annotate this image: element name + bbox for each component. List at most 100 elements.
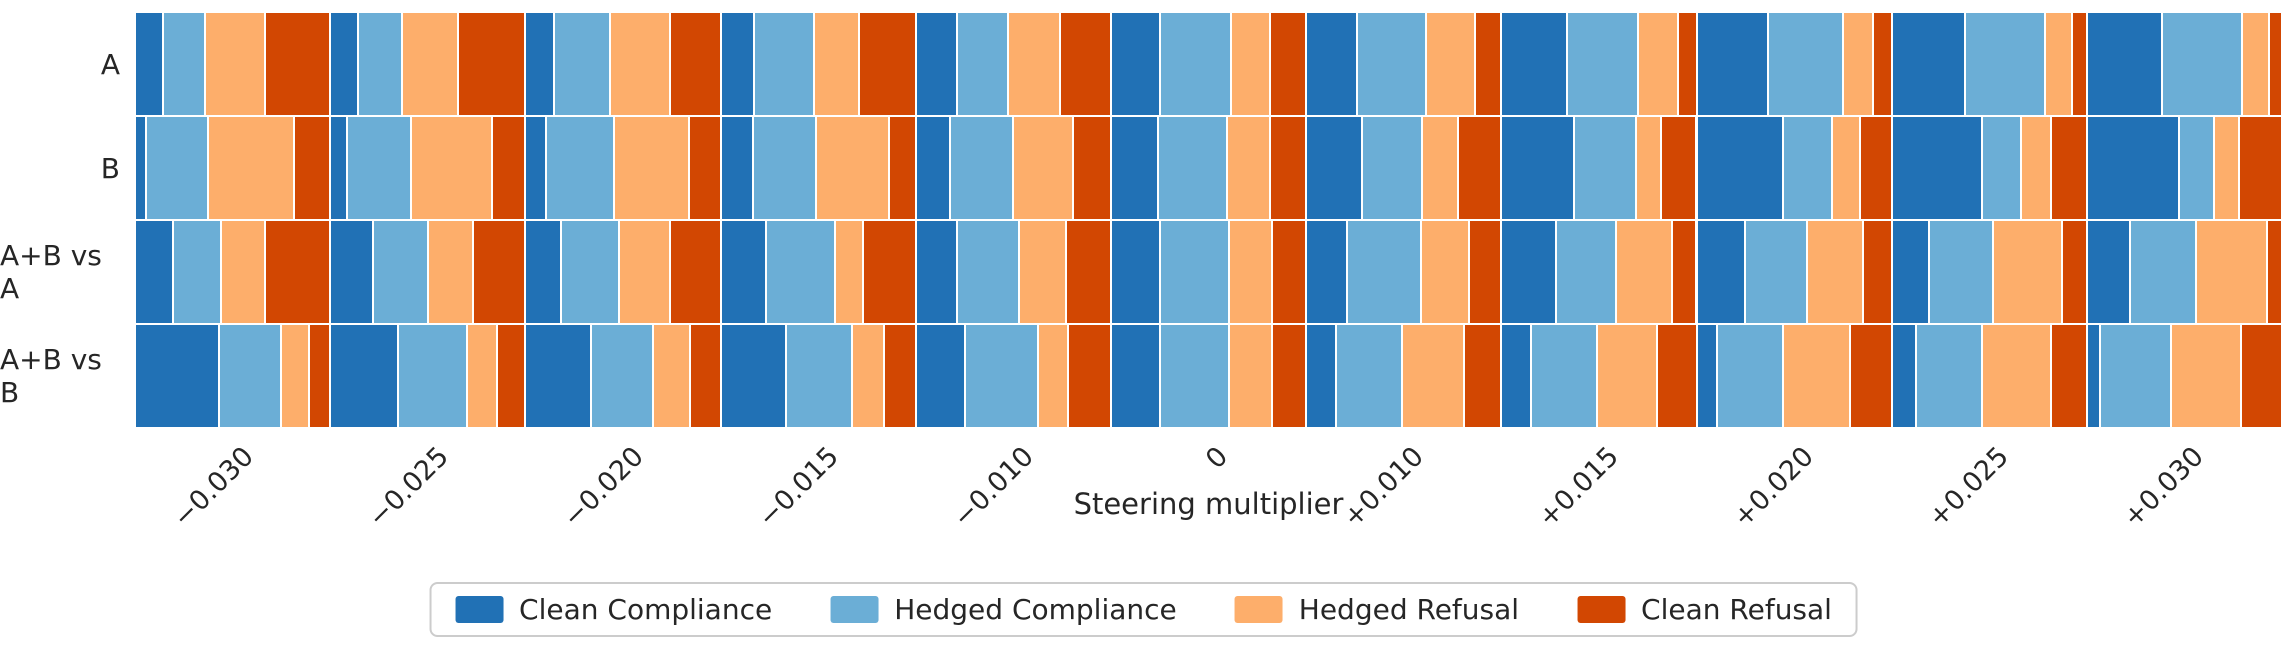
segment-hedged-refusal	[620, 221, 669, 323]
segment-hedged-compliance	[1930, 221, 1993, 323]
segment-clean-refusal	[1068, 325, 1110, 427]
segment-clean-refusal	[890, 117, 915, 219]
segment-clean-compliance	[1307, 221, 1347, 323]
mosaic-cell-a-b-vs-a--0-030	[136, 221, 330, 323]
segment-hedged-compliance	[547, 117, 613, 219]
segment-clean-refusal	[689, 117, 720, 219]
mosaic-cell-a-b-vs-b--0-010	[1307, 325, 1501, 427]
mosaic-cell-a-b-vs-b--0-030	[136, 325, 330, 427]
segment-hedged-refusal	[1637, 117, 1660, 219]
segment-clean-refusal	[1271, 117, 1306, 219]
segment-clean-compliance	[721, 221, 765, 323]
mosaic-row-a-b-vs-a	[136, 221, 2282, 323]
legend-swatch-hedged-compliance	[830, 596, 879, 623]
mosaic-cell-a-b-vs-b--0-015	[1502, 325, 1696, 427]
segment-hedged-compliance	[1532, 325, 1597, 427]
segment-hedged-refusal	[653, 325, 690, 427]
mosaic-cell-a--0-020	[1697, 13, 1891, 115]
segment-clean-refusal	[2052, 117, 2086, 219]
segment-hedged-compliance	[1783, 117, 1831, 219]
mosaic-cell-b--0-030	[136, 117, 330, 219]
segment-hedged-refusal	[209, 117, 294, 219]
segment-clean-refusal	[492, 117, 525, 219]
legend-swatch-hedged-refusal	[1234, 596, 1283, 623]
segment-clean-compliance	[721, 13, 754, 115]
segment-clean-compliance	[1502, 221, 1555, 323]
segment-hedged-compliance	[1160, 13, 1230, 115]
segment-hedged-refusal	[2046, 13, 2071, 115]
segment-clean-compliance	[1502, 117, 1574, 219]
segment-hedged-refusal	[2172, 325, 2240, 427]
segment-hedged-compliance	[1718, 325, 1782, 427]
segment-clean-compliance	[1502, 13, 1566, 115]
mosaic-cell-a-b-vs-a--0-010	[1307, 221, 1501, 323]
segment-hedged-refusal	[1228, 117, 1270, 219]
segment-hedged-compliance	[164, 13, 204, 115]
mosaic-cell-a-b-vs-b--0-010	[916, 325, 1110, 427]
mosaic-cell-b--0-015	[1502, 117, 1696, 219]
segment-clean-refusal	[310, 325, 330, 427]
segment-clean-compliance	[1697, 325, 1717, 427]
segment-hedged-compliance	[1556, 221, 1615, 323]
segment-clean-compliance	[1111, 117, 1157, 219]
segment-hedged-compliance	[1965, 13, 2045, 115]
mosaic-cell-a--0-030	[136, 13, 330, 115]
segment-clean-compliance	[1697, 221, 1745, 323]
legend-label: Clean Refusal	[1641, 593, 1832, 626]
segment-clean-compliance	[331, 325, 397, 427]
segment-hedged-compliance	[753, 117, 816, 219]
segment-clean-compliance	[136, 117, 146, 219]
mosaic-cell-a--0-010	[1307, 13, 1501, 115]
segment-hedged-refusal	[1994, 221, 2062, 323]
segment-clean-compliance	[2087, 117, 2178, 219]
segment-clean-compliance	[1111, 221, 1159, 323]
segment-clean-refusal	[1273, 221, 1306, 323]
mosaic-cell-a-b-vs-b--0-015	[721, 325, 915, 427]
mosaic-cell-b--0-025	[331, 117, 525, 219]
segment-clean-compliance	[1892, 13, 1964, 115]
mosaic-cell-a-b-vs-a-0	[1111, 221, 1306, 323]
segment-hedged-compliance	[359, 13, 401, 115]
segment-hedged-compliance	[147, 117, 208, 219]
segment-clean-refusal	[1271, 13, 1306, 115]
segment-hedged-compliance	[1567, 13, 1638, 115]
segment-clean-refusal	[498, 325, 525, 427]
segment-hedged-compliance	[2162, 13, 2242, 115]
segment-hedged-compliance	[2131, 221, 2195, 323]
segment-clean-refusal	[458, 13, 525, 115]
segment-clean-compliance	[916, 13, 957, 115]
segment-hedged-compliance	[220, 325, 281, 427]
segment-hedged-compliance	[1337, 325, 1401, 427]
segment-hedged-refusal	[1008, 13, 1060, 115]
segment-hedged-compliance	[374, 221, 427, 323]
segment-clean-compliance	[1892, 221, 1929, 323]
legend-label: Clean Compliance	[519, 593, 773, 626]
mosaic-row-a	[136, 13, 2282, 115]
segment-hedged-compliance	[1575, 117, 1636, 219]
segment-clean-refusal	[2269, 13, 2282, 115]
segment-hedged-compliance	[958, 13, 1007, 115]
segment-hedged-compliance	[348, 117, 410, 219]
segment-hedged-refusal	[1639, 13, 1677, 115]
segment-clean-compliance	[2087, 325, 2100, 427]
segment-hedged-refusal	[428, 221, 472, 323]
mosaic-cell-a-b-vs-a--0-010	[916, 221, 1110, 323]
segment-hedged-compliance	[755, 13, 814, 115]
segment-clean-refusal	[1860, 117, 1891, 219]
segment-hedged-compliance	[950, 117, 1013, 219]
segment-clean-compliance	[916, 325, 964, 427]
segment-clean-refusal	[2239, 117, 2282, 219]
segment-clean-refusal	[1678, 13, 1696, 115]
segment-clean-refusal	[670, 221, 720, 323]
mosaic-cell-a-b-vs-a--0-025	[1892, 221, 2086, 323]
mosaic-cell-a--0-015	[1502, 13, 1696, 115]
segment-hedged-refusal	[468, 325, 497, 427]
segment-clean-compliance	[1307, 325, 1336, 427]
segment-clean-compliance	[916, 221, 957, 323]
mosaic-cell-a-b-vs-a--0-020	[526, 221, 720, 323]
segment-hedged-compliance	[2101, 325, 2171, 427]
segment-hedged-compliance	[2179, 117, 2214, 219]
segment-hedged-refusal	[1982, 325, 2051, 427]
segment-clean-refusal	[1464, 325, 1501, 427]
